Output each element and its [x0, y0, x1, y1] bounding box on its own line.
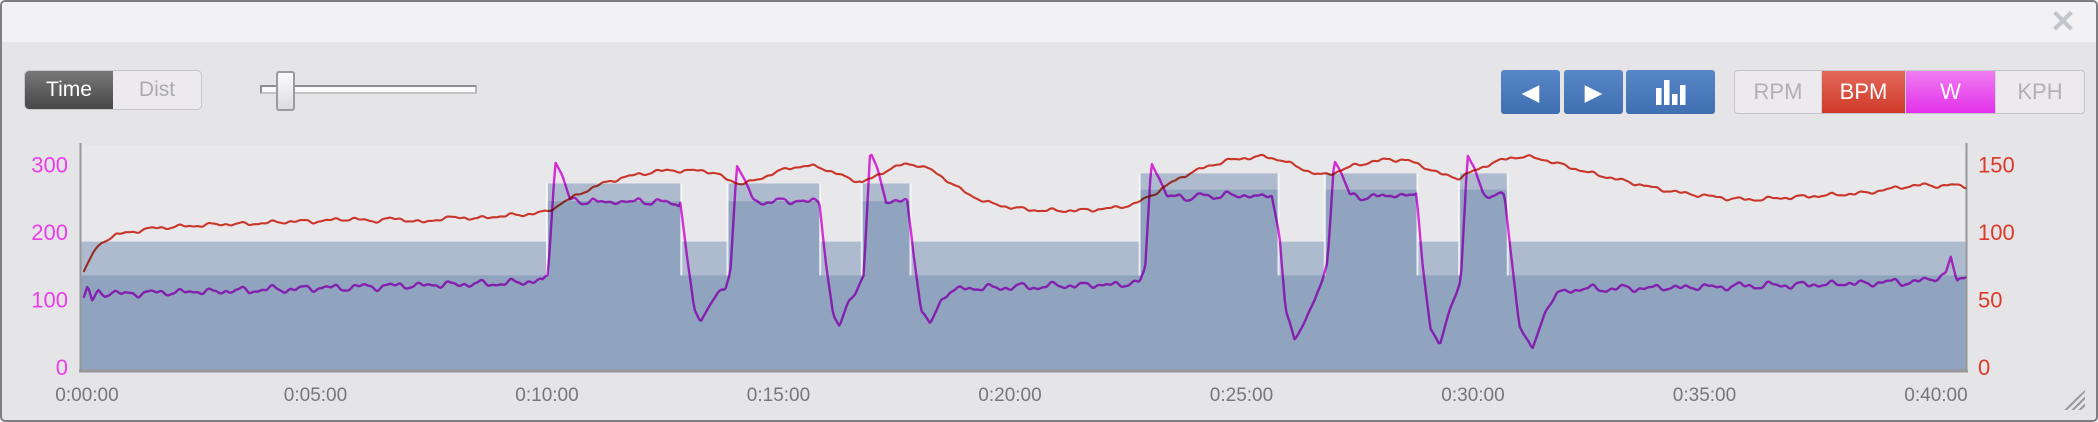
close-icon: ✕ [2050, 3, 2076, 39]
scroll-left-button[interactable]: ◀ [1501, 70, 1560, 114]
y-left-tick-label: 100 [31, 287, 68, 312]
x-tick-label: 0:30:00 [1441, 385, 1504, 406]
x-tick-label: 0:40:00 [1904, 385, 1967, 406]
scroll-right-button[interactable]: ▶ [1564, 70, 1623, 114]
dist-mode-button[interactable]: Dist [113, 71, 201, 109]
chart-plot-area[interactable] [80, 145, 1966, 370]
rpm-toggle-button[interactable]: RPM [1735, 71, 1821, 113]
y-right-tick-label: 150 [1978, 152, 2015, 177]
mode-toggle-group: Time Dist [24, 70, 202, 110]
y-left-tick-label: 0 [56, 355, 68, 380]
time-mode-button[interactable]: Time [25, 71, 113, 109]
right-arrow-icon: ▶ [1584, 78, 1603, 105]
y-left-tick-label: 200 [31, 220, 68, 245]
zoom-slider-handle[interactable] [276, 71, 295, 111]
x-tick-label: 0:10:00 [515, 385, 578, 406]
x-tick-label: 0:35:00 [1673, 385, 1736, 406]
close-button[interactable]: ✕ [2046, 4, 2080, 38]
bpm-toggle-button[interactable]: BPM [1821, 71, 1905, 113]
x-tick-label: 0:00:00 [55, 385, 118, 406]
y-right-tick-label: 0 [1978, 355, 1990, 380]
y-right-tick-label: 100 [1978, 220, 2015, 245]
bar-chart-icon [1655, 80, 1685, 105]
x-tick-label: 0:15:00 [747, 385, 810, 406]
y-right-tick-label: 50 [1978, 287, 2002, 312]
x-tick-label: 0:20:00 [978, 385, 1041, 406]
y-left-tick-label: 300 [31, 152, 68, 177]
x-tick-label: 0:25:00 [1210, 385, 1273, 406]
metric-toggle-group: RPM BPM W KPH [1734, 70, 2085, 114]
zoom-slider-track[interactable] [260, 85, 477, 94]
titlebar: ✕ [2, 2, 2096, 42]
resize-grip-icon[interactable] [2063, 390, 2085, 410]
zoom-slider [260, 64, 500, 116]
histogram-view-button[interactable] [1626, 70, 1715, 114]
kph-toggle-button[interactable]: KPH [1995, 71, 2084, 113]
x-tick-label: 0:05:00 [284, 385, 347, 406]
left-arrow-icon: ◀ [1521, 78, 1540, 105]
watts-toggle-button[interactable]: W [1905, 71, 1995, 113]
